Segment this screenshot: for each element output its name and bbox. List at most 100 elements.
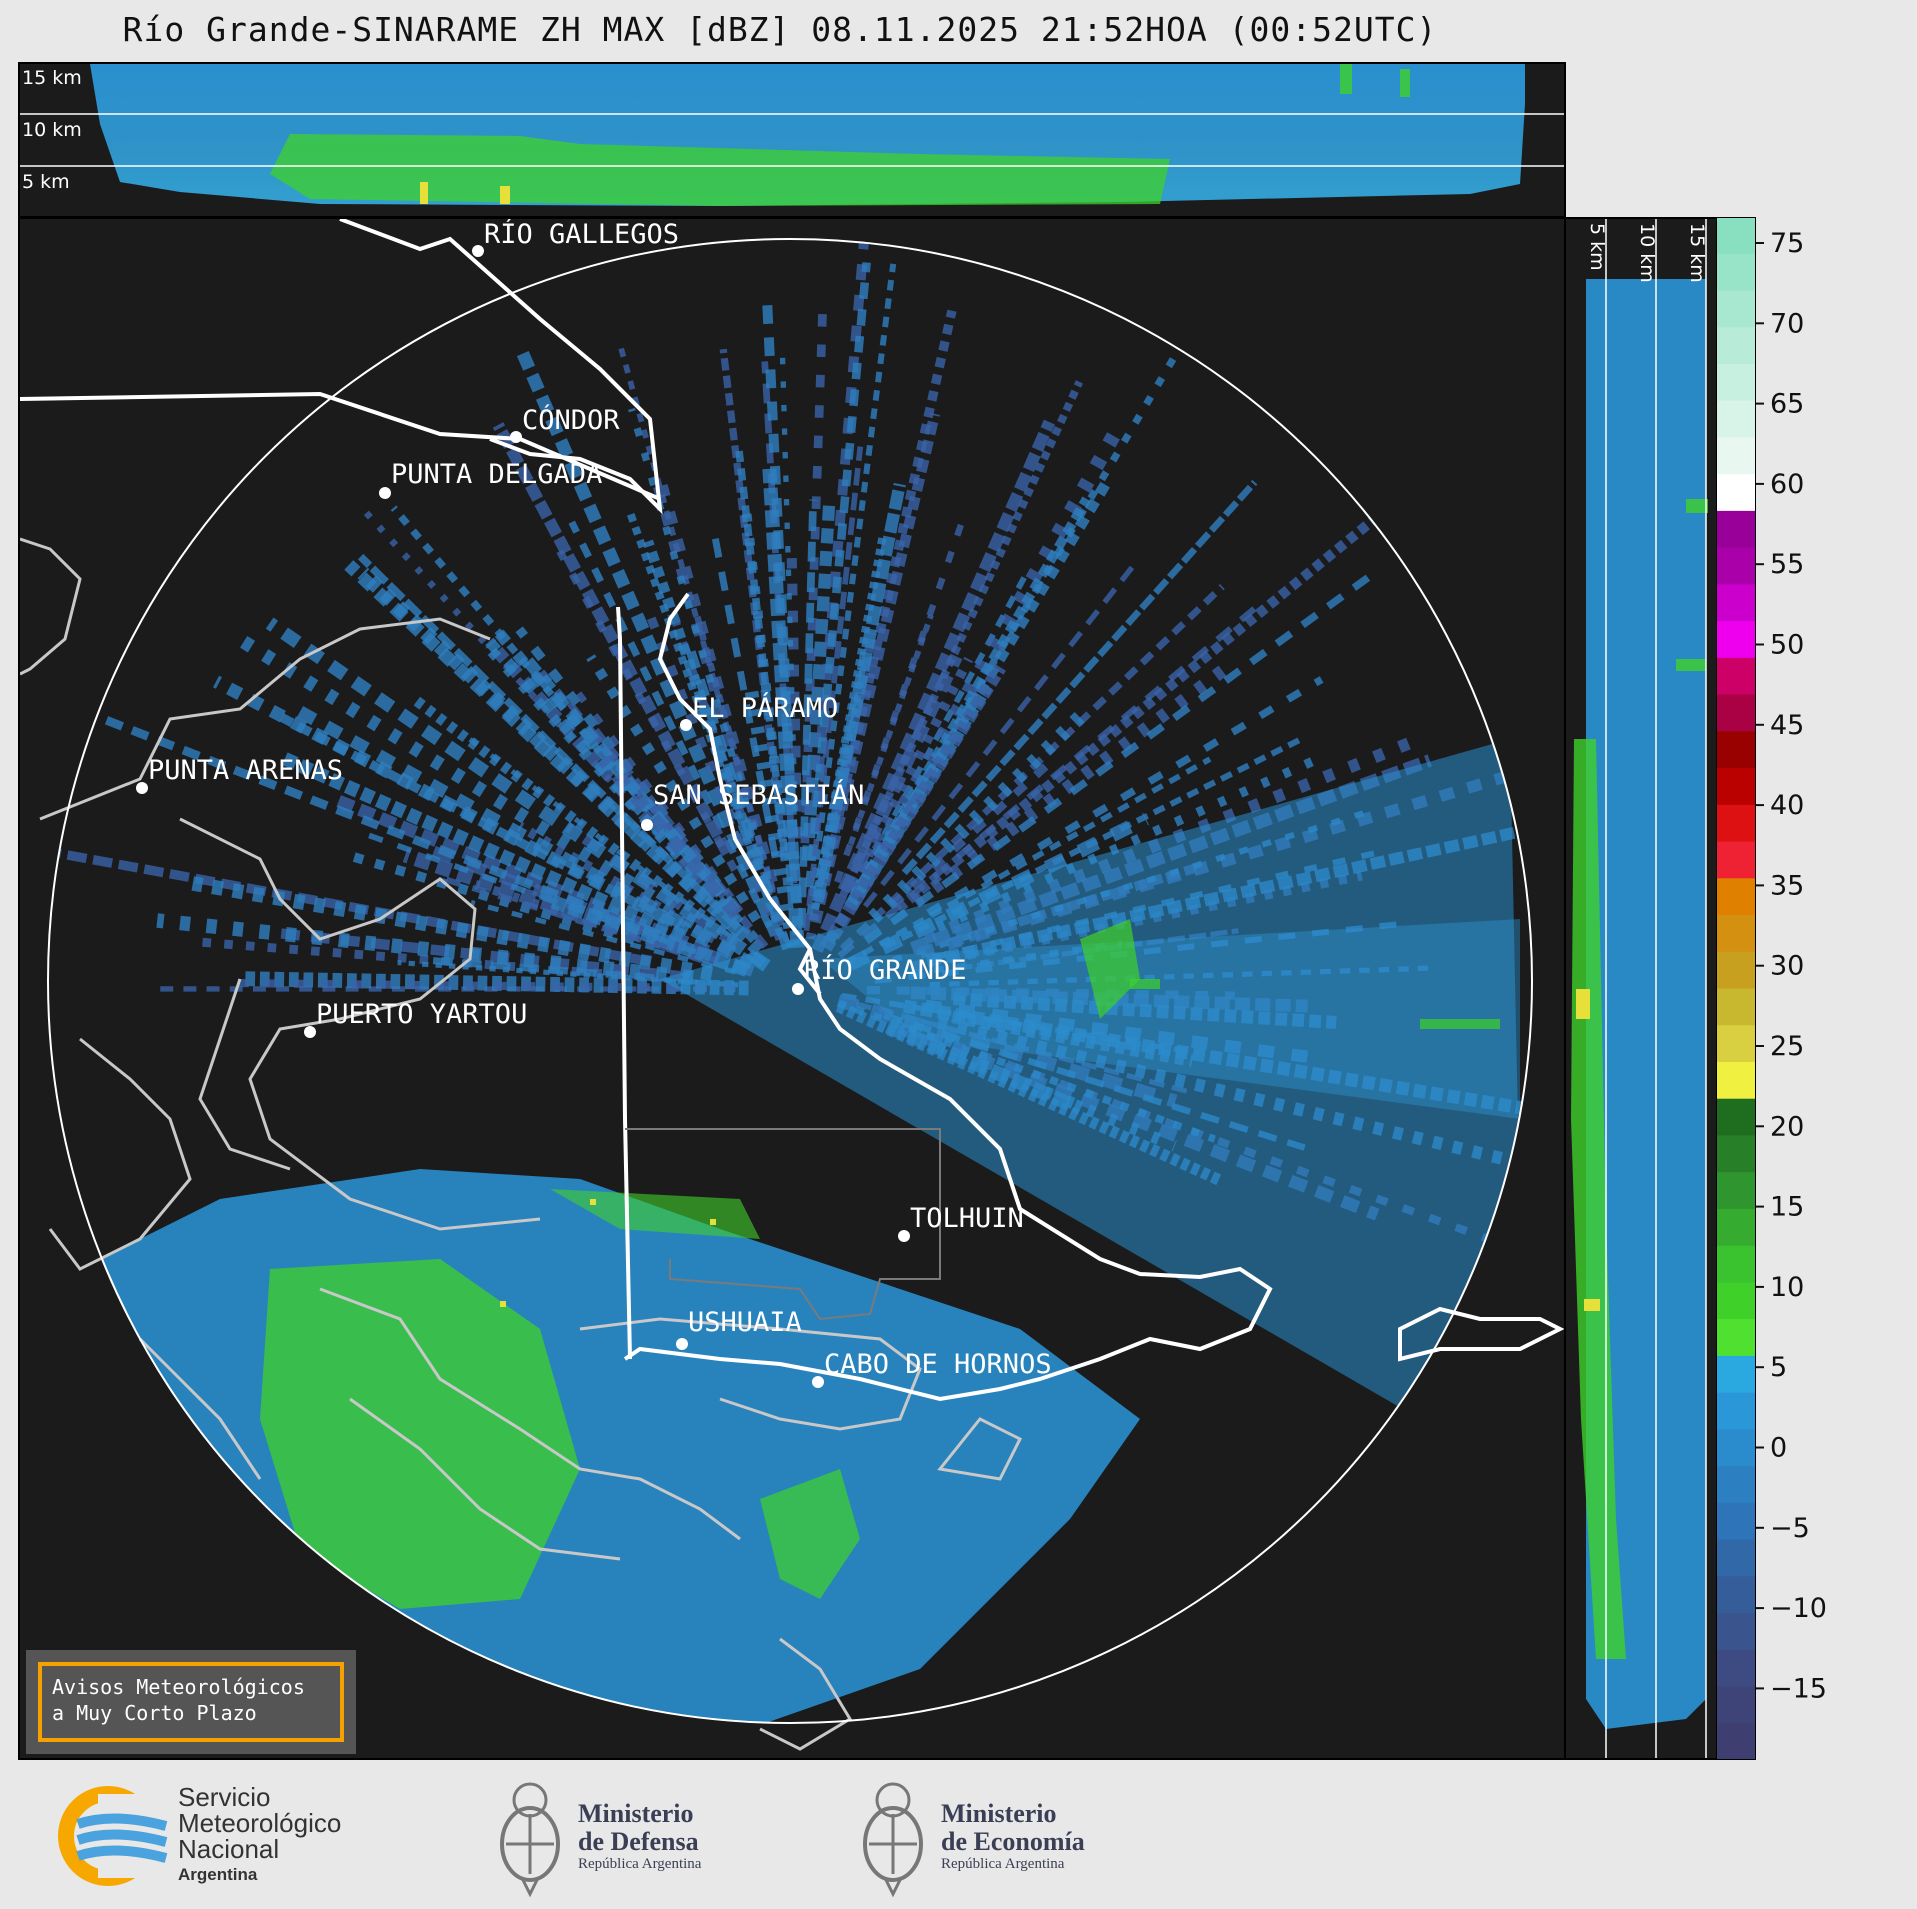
- height-label-10km: 10 km: [22, 119, 82, 141]
- colorbar-swatch: [1716, 621, 1756, 659]
- radar-echo-ray: [628, 407, 779, 906]
- radar-echo-ray: [848, 496, 1091, 902]
- radar-echo-ray: [805, 262, 871, 888]
- defensa-sub: República Argentina: [578, 1855, 702, 1872]
- city-label-ushuaia: USHUAIA: [688, 1307, 802, 1338]
- side-height-label-10km: 10 km: [1636, 223, 1658, 283]
- side-height-label-5km: 5 km: [1586, 223, 1608, 271]
- economia-line2: de Economía: [941, 1826, 1085, 1856]
- colorbar-swatch: [1716, 253, 1756, 292]
- colorbar-swatch: [1716, 731, 1756, 769]
- colorbar-swatch: [1716, 1135, 1756, 1173]
- city-label-cabo-de-hornos: CABO DE HORNOS: [824, 1349, 1052, 1380]
- radar-echo-ray: [762, 468, 805, 949]
- radar-echo-ray: [815, 309, 957, 900]
- colorbar-tick-label: 40: [1770, 790, 1804, 821]
- colorbar-swatch: [1716, 584, 1756, 622]
- colorbar-swatch: [1716, 510, 1756, 549]
- colorbar-swatch: [1716, 1098, 1756, 1137]
- colorbar-tick-label: −15: [1770, 1673, 1827, 1704]
- radar-echo-ray: [779, 355, 799, 835]
- smn-line3: Nacional: [178, 1834, 280, 1864]
- radar-echo-ray: [864, 572, 1373, 944]
- notice-line1: Avisos Meteorológicos: [52, 1675, 305, 1699]
- radar-echo-ray: [81, 706, 662, 939]
- colorbar-swatch: [1716, 841, 1756, 879]
- radar-echo-ray: [838, 380, 1084, 899]
- radar-echo-ray: [682, 638, 792, 951]
- colorbar-swatch: [1716, 1686, 1756, 1724]
- radar-echo-ray: [839, 653, 963, 895]
- radar-echo-ray: [598, 755, 742, 920]
- colorbar-swatch: [1716, 437, 1756, 475]
- economia-logo: Ministerio de Economía República Argenti…: [855, 1774, 1085, 1898]
- radar-echo-ray: [199, 937, 646, 982]
- city-label-condor: CÓNDOR: [522, 404, 620, 436]
- colorbar-tick-label: 20: [1770, 1111, 1804, 1142]
- colorbar-tick-label: 30: [1770, 951, 1804, 982]
- radar-echo-ray: [568, 520, 773, 929]
- defensa-line1: Ministerio: [578, 1798, 694, 1828]
- colorbar-tick-label: 65: [1770, 389, 1804, 420]
- smn-line2: Meteorológico: [178, 1808, 342, 1838]
- colorbar-swatches: [1716, 217, 1756, 1760]
- colorbar-swatch: [1716, 363, 1756, 402]
- notice-box[interactable]: Avisos Meteorológicos a Muy Corto Plazo: [26, 1650, 356, 1754]
- colorbar-swatch: [1716, 1502, 1756, 1541]
- colorbar-swatch: [1716, 327, 1756, 365]
- radar-echo-ray: [567, 680, 735, 900]
- colorbar-tick-label: 5: [1770, 1352, 1787, 1383]
- colorbar-swatch: [1716, 1172, 1756, 1210]
- colorbar-swatch: [1716, 951, 1756, 990]
- radar-echo-ray: [286, 700, 737, 958]
- colorbar-swatch: [1716, 1282, 1756, 1320]
- radar-echo-ray: [672, 621, 782, 925]
- map-title: Río Grande-SINARAME ZH MAX [dBZ] 08.11.2…: [122, 10, 1438, 49]
- colorbar-tick-label: 35: [1770, 870, 1804, 901]
- coat-of-arms-icon: [500, 1782, 560, 1898]
- colorbar-swatch: [1716, 217, 1756, 255]
- radar-echo-ray: [806, 263, 897, 915]
- colorbar-tick-label: 50: [1770, 630, 1804, 661]
- radar-echo-ray: [465, 734, 732, 939]
- economia-sub: República Argentina: [941, 1855, 1065, 1872]
- radar-echo-ray: [710, 530, 779, 857]
- colorbar-swatch: [1716, 1355, 1756, 1394]
- colorbar-tick-label: −10: [1770, 1593, 1827, 1624]
- radar-echo-ray: [492, 422, 733, 857]
- colorbar-swatch: [1716, 1429, 1756, 1467]
- radar-echo-ray: [911, 657, 1238, 908]
- smn-line1: Servicio: [178, 1782, 271, 1812]
- radar-echo-ray: [156, 913, 694, 985]
- colorbar-swatch: [1716, 988, 1756, 1026]
- colorbar-swatch: [1716, 1466, 1756, 1504]
- city-label-puerto-yartou: PUERTO YARTOU: [316, 999, 527, 1030]
- colorbar-tick-label: 55: [1770, 549, 1804, 580]
- colorbar-swatch: [1716, 1723, 1756, 1760]
- radar-echo-ray: [819, 663, 1006, 952]
- radar-echo-ray: [470, 900, 737, 975]
- colorbar-tick-label: 70: [1770, 308, 1804, 339]
- notice-line2: a Muy Corto Plazo: [52, 1701, 257, 1725]
- colorbar-swatch: [1716, 804, 1756, 843]
- radar-echo-ray: [694, 615, 785, 923]
- colorbar-swatch: [1716, 547, 1756, 585]
- radar-echo-ray: [811, 419, 1055, 953]
- colorbar-swatch: [1716, 878, 1756, 916]
- radar-echo-ray: [889, 763, 1049, 909]
- radar-echo-ray: [344, 560, 746, 939]
- smn-logo: Servicio Meteorológico Nacional Argentin…: [58, 1784, 341, 1888]
- colorbar-swatch: [1716, 1576, 1756, 1614]
- height-label-15km: 15 km: [22, 67, 82, 89]
- radar-echo-ray: [797, 499, 817, 928]
- radar-echo-ray: [281, 752, 686, 943]
- radar-echo-ray: [431, 957, 655, 982]
- radar-echo-ray: [556, 549, 739, 872]
- defensa-logo: Ministerio de Defensa República Argentin…: [492, 1774, 701, 1898]
- radar-echo-ray: [515, 626, 722, 887]
- radar-echo-ray: [808, 239, 872, 834]
- radar-echo-ray: [926, 676, 1324, 917]
- radar-echo-ray: [811, 482, 906, 903]
- dbz-colorbar: [1716, 217, 1756, 1760]
- radar-echo-ray: [265, 617, 771, 972]
